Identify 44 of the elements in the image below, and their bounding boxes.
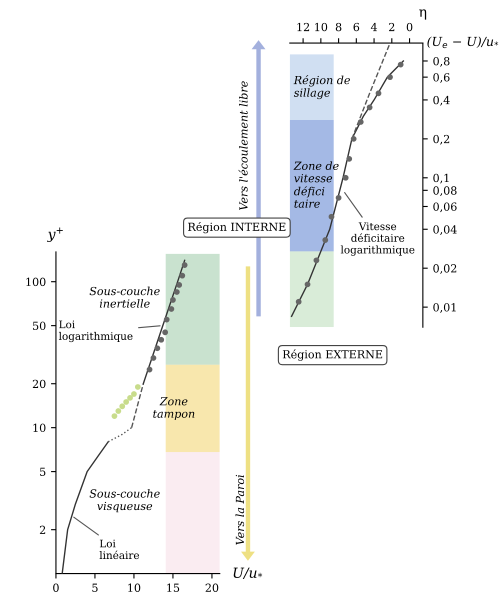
y-tick-label: 0,6 bbox=[433, 73, 450, 83]
x-axis-title: U/u$_{*}$ bbox=[234, 568, 262, 580]
y-tick-label: 0,06 bbox=[433, 202, 457, 212]
y-tick-label: 10 bbox=[33, 424, 46, 432]
band-label: Zone tampon bbox=[153, 397, 194, 420]
x-tick-label: 20 bbox=[206, 584, 218, 592]
y-axis-title: y$^{+}$ bbox=[47, 228, 63, 242]
y-tick-label: 0,4 bbox=[433, 96, 450, 106]
text: Région EXTERNE bbox=[282, 349, 382, 361]
text: Vers la Paroi bbox=[236, 474, 244, 545]
x-tick-label: 6 bbox=[354, 22, 360, 32]
text: Vers l'écoulement libre bbox=[238, 81, 248, 210]
y-tick-label: 5 bbox=[40, 468, 46, 476]
x-tick-label: 12 bbox=[297, 22, 310, 32]
band-label: Sous-couche inertielle bbox=[90, 286, 160, 308]
x-tick-label: 0 bbox=[406, 22, 412, 32]
band-label: Région de sillage bbox=[294, 75, 350, 100]
x-tick-label: 2 bbox=[389, 22, 394, 32]
annotation: Loi linéaire bbox=[100, 540, 140, 560]
x-tick-label: 5 bbox=[92, 584, 98, 592]
y-tick-label: 0,02 bbox=[433, 264, 456, 274]
x-tick-label: 0 bbox=[53, 584, 59, 592]
y-tick-label: 0,8 bbox=[433, 56, 450, 67]
y-tick-label: 100 bbox=[26, 278, 46, 286]
x-tick-label: 15 bbox=[167, 584, 180, 592]
annotation: Loi logarithmique bbox=[58, 320, 133, 342]
x-tick-label: 10 bbox=[128, 584, 140, 592]
y-tick-label: 2 bbox=[40, 526, 46, 534]
y-axis-title: η bbox=[419, 9, 426, 20]
y-tick-label: 0,01 bbox=[433, 303, 456, 313]
x-axis-title: (U$_{e}$ − U)/u$_{*}$ bbox=[427, 36, 498, 48]
y-tick-label: 0,08 bbox=[433, 186, 457, 196]
y-tick-label: 50 bbox=[33, 322, 46, 330]
text: Région INTERNE bbox=[188, 222, 286, 234]
y-tick-label: 0,2 bbox=[433, 134, 450, 145]
x-tick-label: 4 bbox=[370, 22, 378, 32]
y-tick-label: 0,04 bbox=[433, 225, 457, 235]
band-label: Sous-couche visqueuse bbox=[90, 489, 160, 512]
y-tick-label: 20 bbox=[32, 380, 46, 388]
annotation: Vitesse déficitaire logarithmique bbox=[340, 222, 414, 256]
x-tick-label: 8 bbox=[336, 22, 342, 32]
y-tick-label: 0,1 bbox=[433, 174, 449, 184]
band-label: Zone de vitesse défici taire bbox=[294, 161, 339, 208]
x-tick-label: 10 bbox=[315, 22, 328, 32]
